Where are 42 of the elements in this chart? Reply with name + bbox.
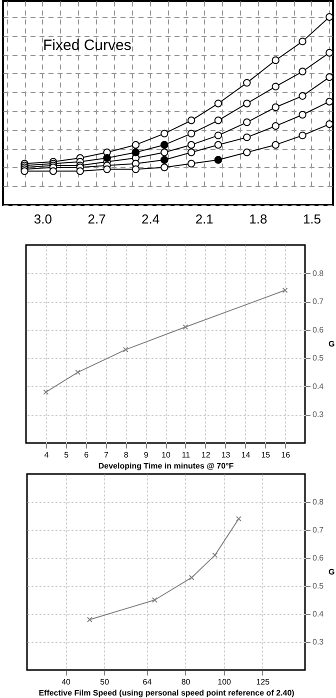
x-tick-label: 80 — [181, 678, 191, 686]
y-tick-label: 0.3 — [312, 410, 324, 420]
x-tick-label: 2.1 — [195, 212, 214, 226]
x-tick-label: 40 — [62, 678, 72, 686]
annotation: Fixed Curves — [43, 37, 132, 54]
x-tick-label: 10 — [162, 450, 171, 460]
y-tick-label: 0.8 — [312, 498, 324, 506]
y-tick-label: 0.4 — [312, 382, 324, 391]
y-tick-label: 0.4 — [312, 610, 324, 618]
x-tick-label: 4 — [44, 450, 50, 460]
x-tick-label: 6 — [84, 450, 90, 460]
x-tick-label: 12 — [201, 450, 211, 460]
y-tick-label: 0.7 — [312, 526, 324, 534]
x-axis-title: Developing Time in minutes @ 70°F — [98, 462, 234, 470]
y-tick-label: 0.3 — [312, 638, 324, 646]
x-tick-label: 64 — [142, 678, 152, 686]
x-tick-label: 5 — [64, 450, 70, 460]
x-tick-label: 9 — [144, 450, 149, 460]
y-axis-title: G — [328, 340, 335, 348]
y-tick-label: 0.6 — [312, 325, 324, 334]
y-tick-label: 0.8 — [312, 268, 324, 278]
x-tick-label: 1.5 — [302, 212, 322, 226]
x-tick-label: 14 — [241, 450, 251, 460]
x-tick-label: 7 — [104, 450, 109, 460]
y-tick-label: 0.6 — [312, 554, 324, 562]
x-tick-label: 2.7 — [88, 212, 106, 226]
x-tick-label: 125 — [256, 678, 270, 686]
x-tick-label: 16 — [281, 450, 291, 460]
x-tick-label: 100 — [218, 678, 232, 686]
y-tick-label: 0.5 — [312, 582, 324, 590]
y-tick-label: 0.7 — [312, 297, 324, 306]
x-tick-label: 15 — [261, 450, 271, 460]
x-tick-label: 1.8 — [249, 212, 268, 226]
x-tick-label: 2.4 — [142, 212, 160, 226]
y-tick-label: 0.5 — [312, 354, 324, 363]
x-tick-label: 50 — [100, 678, 110, 686]
x-tick-label: 11 — [182, 450, 191, 460]
x-axis-title: Effective Film Speed (using personal speed point reference of 2.40) — [38, 688, 295, 698]
y-axis-title: G — [328, 568, 335, 576]
x-tick-label: 13 — [221, 450, 231, 460]
x-tick-label: 8 — [124, 450, 129, 460]
x-tick-label: 3.0 — [34, 212, 52, 226]
